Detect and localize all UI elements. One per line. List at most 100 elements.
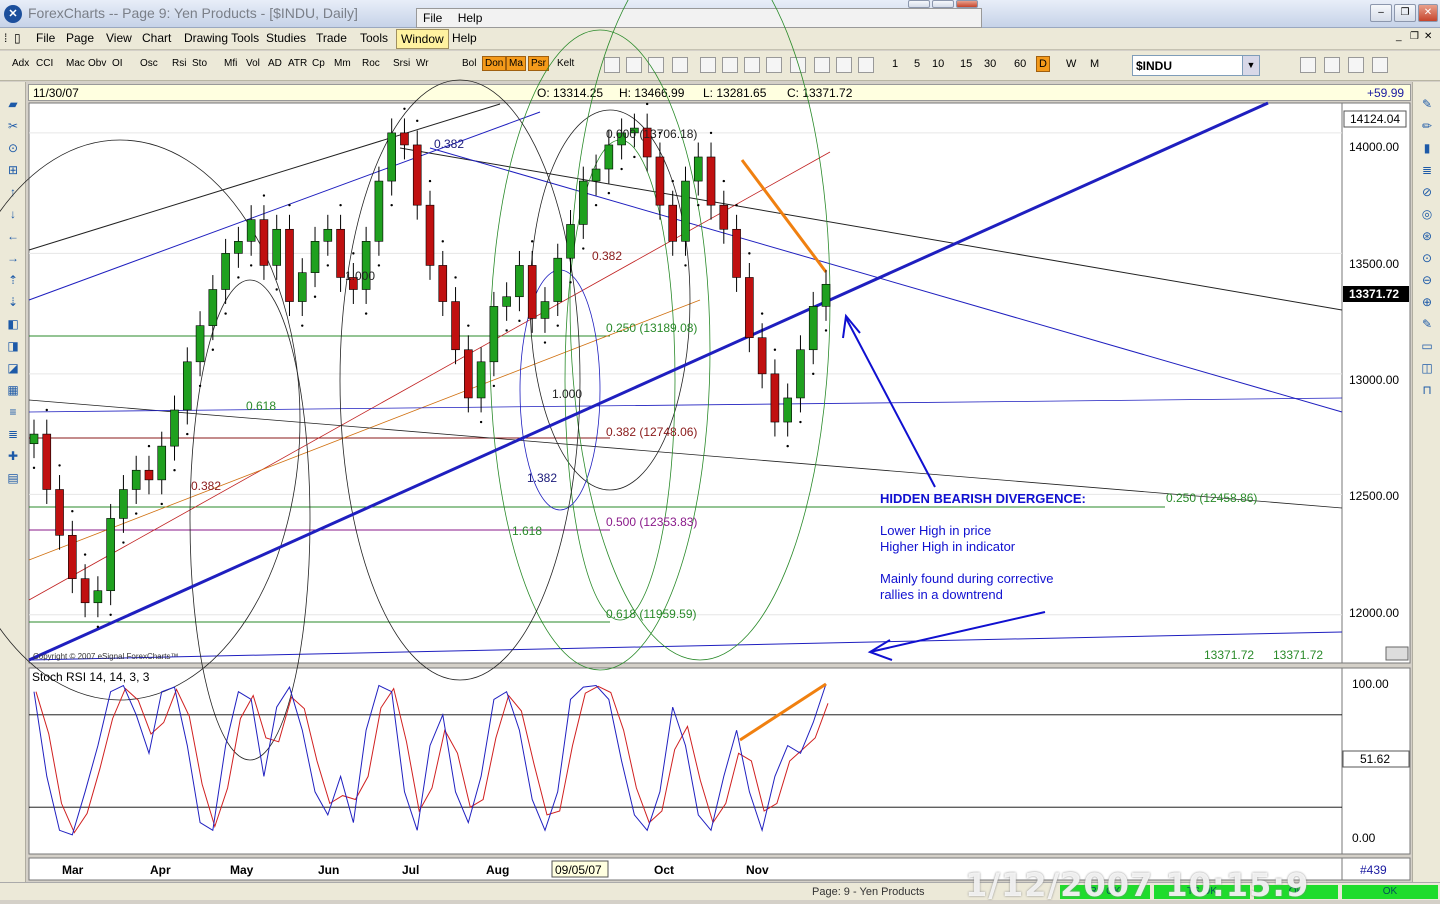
bar-icon[interactable]: ▮	[1423, 141, 1431, 155]
menu-studies[interactable]: Studies	[266, 31, 307, 45]
menu-file[interactable]: File	[36, 31, 56, 45]
layout-icon[interactable]	[604, 57, 620, 73]
popup-menu-file[interactable]: File	[423, 11, 443, 25]
box-right-icon[interactable]: ◨	[7, 339, 19, 353]
popup-menu-help[interactable]: Help	[457, 11, 483, 25]
study-button-mac[interactable]: Mac	[66, 58, 85, 69]
mdi-close-icon[interactable]: ✕	[1424, 31, 1433, 42]
folder-icon[interactable]: ▰	[8, 97, 18, 111]
home-icon[interactable]	[1300, 57, 1316, 73]
page-icon[interactable]	[700, 57, 716, 73]
circle-icon[interactable]: ⊙	[7, 141, 19, 155]
pen-icon[interactable]: ✎	[1421, 97, 1433, 111]
study-button-roc[interactable]: Roc	[362, 58, 380, 69]
camera-icon[interactable]	[626, 57, 642, 73]
fib-grid-icon[interactable]: ▦	[7, 383, 19, 397]
menu-tools[interactable]: Tools	[360, 31, 389, 45]
interval-button-m[interactable]: M	[1090, 58, 1100, 70]
study-button-rsi[interactable]: Rsi	[172, 58, 187, 69]
globe-icon[interactable]	[672, 57, 688, 73]
cursor-icon[interactable]	[858, 57, 874, 73]
interval-button-60[interactable]: 60	[1014, 58, 1027, 70]
lines-icon[interactable]: ≣	[1421, 163, 1433, 177]
indicator-pane[interactable]	[28, 667, 1343, 855]
menu-page[interactable]: Page	[66, 31, 95, 45]
db-icon[interactable]	[1348, 57, 1364, 73]
move-down-icon[interactable]: ⇣	[7, 295, 19, 309]
menu-chart[interactable]: Chart	[142, 31, 172, 45]
lines-icon[interactable]: ≡	[9, 405, 17, 419]
ban-icon[interactable]: ⊘	[1421, 185, 1433, 199]
menu-trade[interactable]: Trade	[316, 31, 347, 45]
box-left-icon[interactable]: ◧	[7, 317, 19, 331]
popup-close-icon[interactable]	[956, 0, 978, 8]
symbol-input[interactable]	[1132, 55, 1260, 76]
price-axis[interactable]	[1341, 102, 1411, 664]
chart-settings-icon[interactable]	[1385, 646, 1409, 661]
interval-button-30[interactable]: 30	[984, 58, 997, 70]
study-button-srsi[interactable]: Srsi	[393, 58, 411, 69]
print-icon[interactable]: ▤	[7, 471, 19, 485]
study-button-kelt[interactable]: Kelt	[557, 58, 575, 69]
menu-help[interactable]: Help	[452, 31, 477, 45]
arrow-right-icon[interactable]: →	[7, 251, 19, 265]
nav-icon[interactable]	[790, 57, 806, 73]
move-up-icon[interactable]: ⇡	[7, 273, 19, 287]
study-button-vol[interactable]: Vol	[246, 58, 260, 69]
interval-button-5[interactable]: 5	[914, 58, 921, 70]
minimize-icon[interactable]: –	[1370, 4, 1392, 22]
zoom-in-icon[interactable]: ⊕	[1421, 295, 1433, 309]
chevron-down-icon[interactable]: ▼	[1242, 56, 1259, 75]
help-icon[interactable]	[836, 57, 852, 73]
eraser-icon[interactable]: ▭	[1421, 339, 1433, 353]
popup-minimize-icon[interactable]	[908, 0, 930, 8]
mdi-restore-icon[interactable]: ❐	[1410, 31, 1419, 42]
study-button-ma[interactable]: Ma	[506, 56, 526, 71]
print-icon[interactable]	[744, 57, 760, 73]
menu-drawing-tools[interactable]: Drawing Tools	[184, 31, 260, 45]
printer-icon[interactable]	[814, 57, 830, 73]
close-icon[interactable]: ✕	[1418, 4, 1438, 22]
tools-icon[interactable]	[648, 57, 664, 73]
interval-button-1[interactable]: 1	[892, 58, 899, 70]
zoom-icon[interactable]	[766, 57, 782, 73]
crosshair-icon[interactable]: ✚	[7, 449, 19, 463]
save-icon[interactable]	[722, 57, 738, 73]
arrow-down-icon[interactable]: ↓	[10, 207, 16, 221]
magnet-icon[interactable]: ⊓	[1422, 383, 1432, 397]
study-button-bol[interactable]: Bol	[462, 58, 477, 69]
study-button-adx[interactable]: Adx	[12, 58, 30, 69]
study-button-sto[interactable]: Sto	[192, 58, 208, 69]
pencil-icon[interactable]: ✏	[1421, 119, 1433, 133]
target-icon[interactable]: ◎	[1421, 207, 1433, 221]
scissors-icon[interactable]: ✂	[7, 119, 19, 133]
grid-icon[interactable]: ⊞	[7, 163, 19, 177]
arrow-up-icon[interactable]: ↑	[10, 185, 16, 199]
menu-view[interactable]: View	[106, 31, 132, 45]
cfg-icon[interactable]	[1372, 57, 1388, 73]
study-button-atr[interactable]: ATR	[288, 58, 308, 69]
study-button-cci[interactable]: CCI	[36, 58, 54, 69]
arrow-left-icon[interactable]: ←	[7, 229, 19, 243]
study-button-don[interactable]: Don	[482, 56, 507, 71]
box-both-icon[interactable]: ◪	[7, 361, 19, 375]
popup-restore-icon[interactable]	[932, 0, 954, 8]
study-button-psr[interactable]: Psr	[528, 56, 549, 71]
highlighter-icon[interactable]: ✎	[1421, 317, 1433, 331]
study-button-obv[interactable]: Obv	[88, 58, 107, 69]
interval-button-d[interactable]: D	[1036, 56, 1050, 72]
mdi-minimize-icon[interactable]: _	[1396, 31, 1402, 42]
menu-window[interactable]: Window	[396, 29, 449, 49]
study-button-osc[interactable]: Osc	[140, 58, 158, 69]
study-button-wr[interactable]: Wr	[416, 58, 429, 69]
gear-icon[interactable]: ⊛	[1421, 229, 1433, 243]
interval-button-15[interactable]: 15	[960, 58, 973, 70]
interval-button-w[interactable]: W	[1066, 58, 1077, 70]
study-button-cp[interactable]: Cp	[312, 58, 325, 69]
window-icon[interactable]: ◫	[1421, 361, 1433, 375]
study-button-oi[interactable]: OI	[112, 58, 123, 69]
study-button-mm[interactable]: Mm	[334, 58, 351, 69]
zoom-out-icon[interactable]: ⊖	[1421, 273, 1433, 287]
study-button-mfi[interactable]: Mfi	[224, 58, 238, 69]
